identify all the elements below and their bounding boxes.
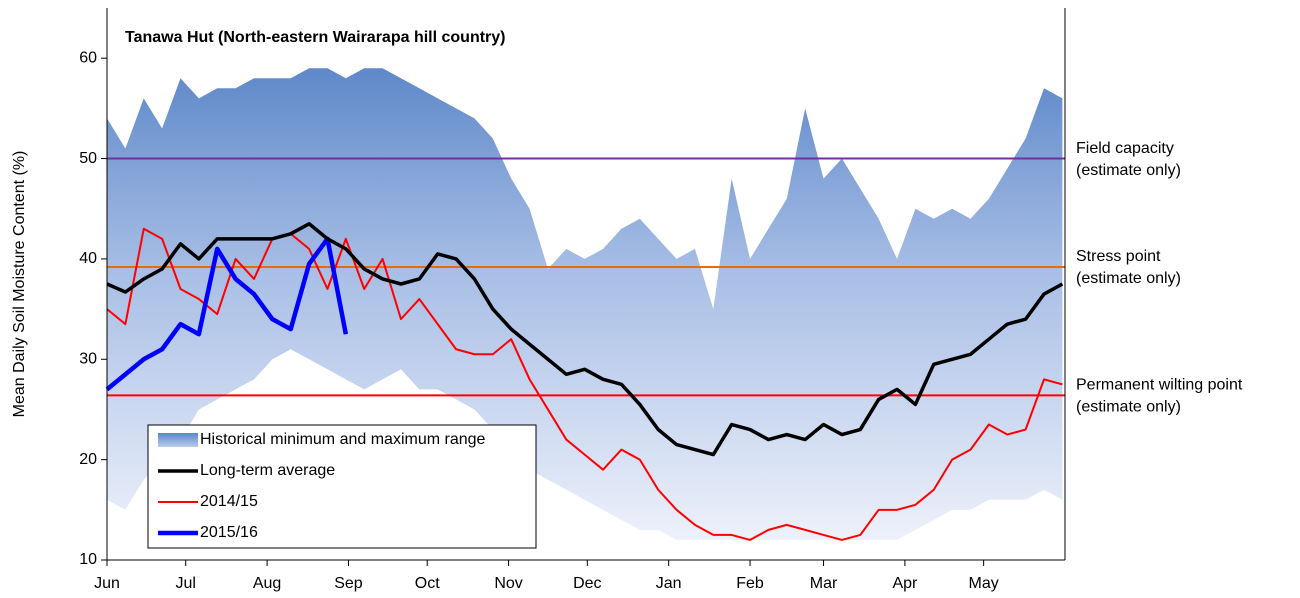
x-tick-label: Jan (656, 575, 682, 592)
y-tick-label: 20 (79, 451, 97, 468)
x-tick-label: Apr (892, 575, 918, 592)
legend-label: Long-term average (200, 462, 335, 479)
legend: Historical minimum and maximum range Long… (147, 424, 537, 549)
series-line (105, 236, 349, 392)
x-tick-label: May (969, 575, 999, 592)
range-area (107, 68, 1063, 540)
reference-label: (estimate only) (1076, 162, 1181, 179)
legend-label: 2014/15 (200, 493, 258, 510)
y-tick-label: 50 (79, 150, 97, 167)
x-tick-label: Aug (253, 575, 281, 592)
x-tick-label: Mar (810, 575, 838, 592)
y-axis-label: Mean Daily Soil Moisture Content (%) (11, 151, 28, 418)
series-line (106, 227, 1063, 541)
series-line (106, 222, 1064, 457)
reference-label: Stress point (1076, 248, 1161, 265)
x-tick-label: Feb (736, 575, 764, 592)
legend-box (147, 424, 537, 549)
reference-label: Permanent wilting point (1076, 377, 1243, 394)
x-tick-label: Sep (334, 575, 363, 592)
legend-label: Historical minimum and maximum range (200, 431, 486, 448)
x-tick-label: Jun (94, 575, 120, 592)
x-tick-label: Nov (494, 575, 522, 592)
x-tick-label: Oct (415, 575, 440, 592)
chart-title: Tanawa Hut (North-eastern Wairarapa hill… (125, 29, 506, 46)
y-tick-label: 10 (79, 551, 97, 568)
y-tick-label: 30 (79, 350, 97, 367)
reference-label: (estimate only) (1076, 270, 1181, 287)
y-tick-label: 60 (79, 49, 97, 66)
reference-label: (estimate only) (1076, 399, 1181, 416)
y-tick-label: 40 (79, 250, 97, 267)
legend-swatch (158, 433, 198, 447)
legend-label: 2015/16 (200, 524, 258, 541)
x-tick-label: Dec (573, 575, 601, 592)
reference-label: Field capacity (1076, 140, 1174, 157)
x-tick-label: Jul (176, 575, 196, 592)
